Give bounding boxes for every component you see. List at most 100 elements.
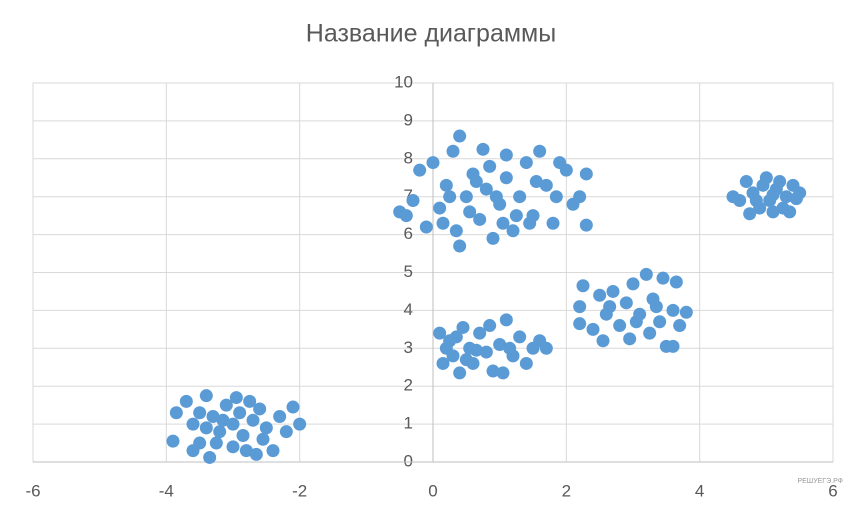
point (623, 332, 637, 346)
point (203, 450, 217, 464)
point (513, 330, 527, 344)
point (413, 163, 427, 177)
point (539, 178, 553, 192)
point (593, 288, 607, 302)
point (573, 190, 587, 204)
point (496, 366, 510, 380)
point (549, 190, 563, 204)
point (743, 207, 757, 221)
point (503, 341, 517, 355)
y-tick-label: 6 (404, 224, 413, 243)
point (669, 275, 683, 289)
point (479, 182, 493, 196)
point (606, 284, 620, 298)
point (216, 413, 230, 427)
point (209, 436, 223, 450)
point (613, 319, 627, 333)
y-tick-label: 7 (404, 186, 413, 205)
point (783, 205, 797, 219)
point (426, 156, 440, 170)
point (733, 193, 747, 207)
point (766, 205, 780, 219)
point (433, 201, 447, 215)
point (476, 142, 490, 156)
point (456, 320, 470, 334)
point (436, 216, 450, 230)
point (739, 175, 753, 189)
x-tick-label: -2 (292, 481, 307, 500)
point (286, 400, 300, 414)
point (573, 317, 587, 331)
point (649, 300, 663, 314)
x-tick-label: 4 (695, 481, 704, 500)
point (463, 205, 477, 219)
point (186, 417, 200, 431)
point (546, 216, 560, 230)
y-tick-label: 5 (404, 262, 413, 281)
point (486, 364, 500, 378)
point (459, 190, 473, 204)
point (266, 444, 280, 458)
point (499, 148, 513, 162)
point (523, 216, 537, 230)
watermark: РЕШУЕГЭ.РФ (797, 478, 843, 485)
point (239, 444, 253, 458)
point (509, 209, 523, 223)
point (619, 296, 633, 310)
point (759, 171, 773, 185)
point (479, 345, 493, 359)
point (213, 425, 227, 439)
point (483, 319, 497, 333)
point (439, 178, 453, 192)
point (586, 322, 600, 336)
x-tick-label: 2 (562, 481, 571, 500)
point (626, 277, 640, 291)
point (499, 313, 513, 327)
point (483, 159, 497, 173)
point (459, 353, 473, 367)
point (499, 171, 513, 185)
point (533, 144, 547, 158)
point (539, 341, 553, 355)
y-tick-label: 2 (404, 376, 413, 395)
point (596, 334, 610, 348)
point (513, 190, 527, 204)
x-tick-label: -6 (25, 481, 40, 500)
point (469, 343, 483, 357)
chart-title: Название диаграммы (306, 20, 556, 48)
point (236, 428, 250, 442)
point (199, 389, 213, 403)
y-tick-label: 8 (404, 148, 413, 167)
point (279, 425, 293, 439)
point (193, 406, 207, 420)
point (273, 410, 287, 424)
y-tick-label: 1 (404, 414, 413, 433)
point (399, 209, 413, 223)
point (603, 300, 617, 314)
point (433, 326, 447, 340)
x-tick-label: 6 (828, 481, 837, 500)
point (666, 303, 680, 317)
point (486, 231, 500, 245)
point (246, 413, 260, 427)
point (443, 334, 457, 348)
point (453, 239, 467, 253)
point (639, 267, 653, 281)
point (766, 188, 780, 202)
point (293, 417, 307, 431)
point (436, 356, 450, 370)
x-tick-label: -4 (159, 481, 174, 500)
point (419, 220, 433, 234)
point (453, 366, 467, 380)
point (793, 186, 807, 200)
point (666, 339, 680, 353)
point (449, 224, 463, 238)
point (489, 190, 503, 204)
point (493, 338, 507, 352)
point (673, 319, 687, 333)
point (773, 175, 787, 189)
point (169, 406, 183, 420)
point (749, 193, 763, 207)
y-tick-label: 3 (404, 338, 413, 357)
